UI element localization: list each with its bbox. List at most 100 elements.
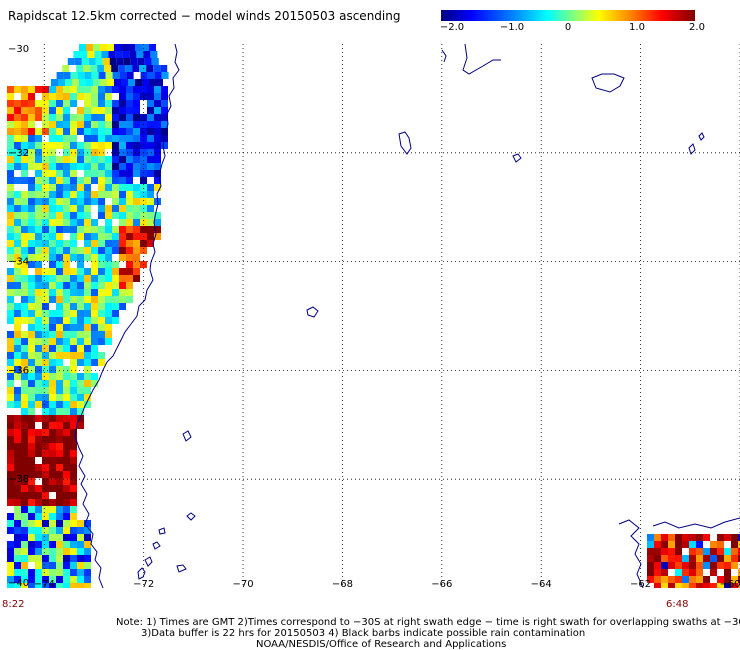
swath-cell xyxy=(161,100,168,107)
swath-cell xyxy=(21,359,28,366)
swath-cell xyxy=(42,324,49,331)
swath-cell xyxy=(49,114,56,121)
swath-cell xyxy=(140,114,147,121)
swath-cell xyxy=(7,352,14,359)
swath-cell xyxy=(70,184,77,191)
swath-cell xyxy=(63,520,70,527)
swath-cell xyxy=(77,275,84,282)
swath-cell xyxy=(133,205,140,212)
swath-cell xyxy=(56,93,63,100)
swath-cell xyxy=(738,555,740,562)
swath-cell xyxy=(140,219,147,226)
swath-cell xyxy=(28,499,35,506)
swath-cell xyxy=(7,233,14,240)
swath-cell xyxy=(84,128,91,135)
swath-cell xyxy=(28,261,35,268)
swath-cell xyxy=(98,233,105,240)
swath-cell xyxy=(35,240,42,247)
swath-cell xyxy=(105,338,112,345)
island xyxy=(441,49,447,63)
swath-cell xyxy=(84,576,91,583)
swath-cell xyxy=(77,128,84,135)
swath-cell xyxy=(49,310,56,317)
swath-cell xyxy=(21,478,28,485)
swath-cell xyxy=(7,499,14,506)
swath-cell xyxy=(63,205,70,212)
swath-cell xyxy=(21,366,28,373)
swath-cell xyxy=(70,282,77,289)
swath-cell xyxy=(63,240,70,247)
swath-cell xyxy=(112,170,119,177)
swath-cell xyxy=(112,317,119,324)
swath-cell xyxy=(112,142,119,149)
swath-cell xyxy=(126,163,133,170)
swath-cell xyxy=(63,296,70,303)
swath-cell xyxy=(77,86,84,93)
swath-cell xyxy=(105,303,112,310)
lon-tick-label: −60 xyxy=(719,579,740,588)
swath-cell xyxy=(91,219,98,226)
swath-cell xyxy=(21,226,28,233)
swath-cell xyxy=(77,184,84,191)
swath-cell xyxy=(63,492,70,499)
swath-cell xyxy=(118,65,126,72)
swath-cell xyxy=(81,58,89,65)
swath-cell xyxy=(161,142,168,149)
swath-cell xyxy=(139,65,147,72)
swath-cell xyxy=(14,401,21,408)
swath-cell xyxy=(647,555,654,562)
swath-cell xyxy=(147,72,155,79)
swath-cell xyxy=(84,401,91,408)
swath-cell xyxy=(28,548,35,555)
swath-cell xyxy=(35,436,42,443)
swath-cell xyxy=(70,443,77,450)
swath-cell xyxy=(56,142,63,149)
swath-cell xyxy=(49,485,56,492)
swath-cell xyxy=(35,114,42,121)
swath-cell xyxy=(14,464,21,471)
swath-cell xyxy=(14,520,21,527)
swath-cell xyxy=(91,240,98,247)
swath-cell xyxy=(56,443,63,450)
swath-cell xyxy=(14,142,21,149)
island xyxy=(398,131,412,155)
swath-cell xyxy=(63,219,70,226)
swath-cell xyxy=(142,79,149,86)
swath-cell xyxy=(126,128,133,135)
swath-cell xyxy=(70,177,77,184)
swath-cell xyxy=(77,387,84,394)
swath-cell xyxy=(682,576,689,583)
swath-cell xyxy=(7,296,14,303)
swath-cell xyxy=(696,576,703,583)
time-label-right: 6:48 xyxy=(666,599,689,610)
swath-cell xyxy=(28,275,35,282)
swath-cell xyxy=(115,51,123,58)
swath-cell xyxy=(121,44,128,51)
swath-cell xyxy=(56,205,63,212)
swath-cell xyxy=(77,226,84,233)
swath-cell xyxy=(84,247,91,254)
swath-cell xyxy=(140,72,148,79)
swath-cell xyxy=(49,555,56,562)
swath-cell xyxy=(21,163,28,170)
swath-cell xyxy=(28,289,35,296)
swath-cell xyxy=(35,268,42,275)
swath-cell xyxy=(63,100,70,107)
swath-cell xyxy=(21,569,28,576)
swath-cell xyxy=(91,373,98,380)
swath-cell xyxy=(84,520,91,527)
swath-cell xyxy=(105,310,112,317)
swath-cell xyxy=(119,219,126,226)
swath-cell xyxy=(77,324,84,331)
swath-cell xyxy=(70,205,77,212)
swath-cell xyxy=(28,114,35,121)
swath-cell xyxy=(93,44,100,51)
swath-cell xyxy=(21,142,28,149)
swath-cell xyxy=(724,562,731,569)
swath-cell xyxy=(42,128,49,135)
swath-cell xyxy=(154,156,161,163)
swath-cell xyxy=(724,583,731,588)
swath-cell xyxy=(49,212,56,219)
swath-cell xyxy=(70,464,77,471)
swath-cell xyxy=(84,240,91,247)
